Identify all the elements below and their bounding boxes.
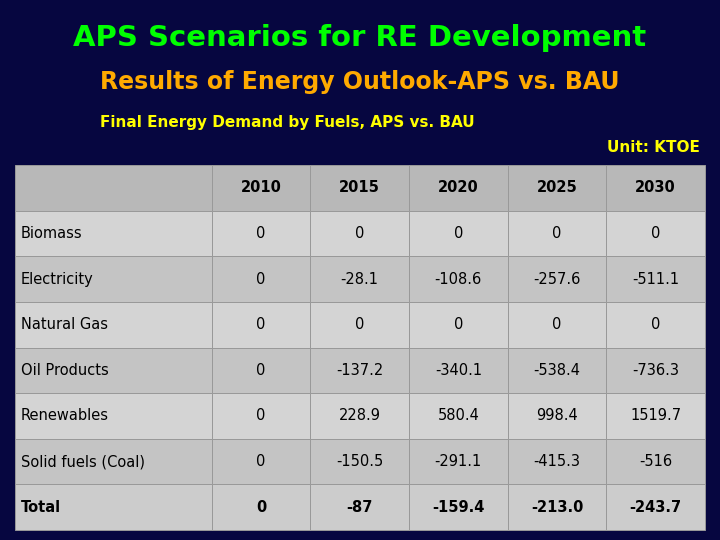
Text: 0: 0	[256, 226, 266, 241]
Text: -291.1: -291.1	[435, 454, 482, 469]
Text: -150.5: -150.5	[336, 454, 383, 469]
Text: 580.4: 580.4	[437, 408, 480, 423]
Text: Natural Gas: Natural Gas	[21, 317, 108, 332]
Text: 0: 0	[256, 408, 266, 423]
Text: -511.1: -511.1	[632, 272, 679, 287]
Text: 0: 0	[651, 226, 660, 241]
Bar	[15, 438, 212, 484]
Text: -257.6: -257.6	[534, 272, 581, 287]
Text: 0: 0	[355, 226, 364, 241]
Text: 998.4: 998.4	[536, 408, 578, 423]
Text: 0: 0	[256, 500, 266, 515]
Text: 2020: 2020	[438, 180, 479, 195]
Bar	[508, 165, 606, 211]
Text: -28.1: -28.1	[341, 272, 379, 287]
Bar	[508, 348, 606, 393]
Text: 0: 0	[256, 317, 266, 332]
Text: 1519.7: 1519.7	[630, 408, 681, 423]
Text: -243.7: -243.7	[629, 500, 682, 515]
Text: Renewables: Renewables	[21, 408, 109, 423]
Bar	[15, 393, 212, 438]
Text: Final Energy Demand by Fuels, APS vs. BAU: Final Energy Demand by Fuels, APS vs. BA…	[100, 116, 474, 131]
Text: 0: 0	[256, 272, 266, 287]
Bar	[409, 438, 508, 484]
Bar	[606, 348, 705, 393]
Bar	[15, 302, 212, 348]
Text: Results of Energy Outlook-APS vs. BAU: Results of Energy Outlook-APS vs. BAU	[100, 70, 620, 94]
Text: -213.0: -213.0	[531, 500, 583, 515]
Bar	[409, 256, 508, 302]
Text: 0: 0	[454, 317, 463, 332]
Bar	[212, 484, 310, 530]
Bar	[212, 302, 310, 348]
Bar	[310, 211, 409, 256]
Bar	[310, 348, 409, 393]
Text: 228.9: 228.9	[338, 408, 381, 423]
Bar	[606, 165, 705, 211]
Bar	[409, 484, 508, 530]
Bar	[212, 348, 310, 393]
Text: -340.1: -340.1	[435, 363, 482, 378]
Text: 0: 0	[256, 363, 266, 378]
Bar	[508, 256, 606, 302]
Text: 2015: 2015	[339, 180, 380, 195]
Text: 0: 0	[552, 317, 562, 332]
Text: -736.3: -736.3	[632, 363, 679, 378]
Text: -516: -516	[639, 454, 672, 469]
Bar	[212, 211, 310, 256]
Text: -159.4: -159.4	[432, 500, 485, 515]
Bar	[606, 256, 705, 302]
Text: -87: -87	[346, 500, 373, 515]
Bar	[15, 256, 212, 302]
Text: 2010: 2010	[240, 180, 282, 195]
Bar	[409, 302, 508, 348]
Bar	[212, 256, 310, 302]
Bar	[508, 302, 606, 348]
Text: 0: 0	[355, 317, 364, 332]
Text: 2025: 2025	[536, 180, 577, 195]
Bar	[310, 302, 409, 348]
Bar	[310, 165, 409, 211]
Bar	[508, 484, 606, 530]
Bar	[508, 438, 606, 484]
Bar	[15, 211, 212, 256]
Bar	[409, 348, 508, 393]
Text: Electricity: Electricity	[21, 272, 94, 287]
Bar	[15, 484, 212, 530]
Text: -538.4: -538.4	[534, 363, 580, 378]
Bar	[212, 165, 310, 211]
Bar	[212, 438, 310, 484]
Bar	[15, 165, 212, 211]
Text: 2030: 2030	[635, 180, 676, 195]
Bar	[310, 393, 409, 438]
Bar	[508, 211, 606, 256]
Text: -415.3: -415.3	[534, 454, 580, 469]
Bar	[212, 393, 310, 438]
Bar	[606, 302, 705, 348]
Text: Total: Total	[21, 500, 61, 515]
Bar	[606, 211, 705, 256]
Bar	[606, 393, 705, 438]
Bar	[409, 165, 508, 211]
Text: -137.2: -137.2	[336, 363, 383, 378]
Text: Oil Products: Oil Products	[21, 363, 109, 378]
Bar	[15, 348, 212, 393]
Text: APS Scenarios for RE Development: APS Scenarios for RE Development	[73, 24, 647, 52]
Bar	[606, 484, 705, 530]
Text: Solid fuels (Coal): Solid fuels (Coal)	[21, 454, 145, 469]
Bar	[409, 393, 508, 438]
Text: 0: 0	[552, 226, 562, 241]
Text: 0: 0	[454, 226, 463, 241]
Bar	[409, 211, 508, 256]
Bar	[310, 256, 409, 302]
Text: Biomass: Biomass	[21, 226, 83, 241]
Text: -108.6: -108.6	[435, 272, 482, 287]
Bar	[508, 393, 606, 438]
Bar	[310, 484, 409, 530]
Text: 0: 0	[651, 317, 660, 332]
Text: Unit: KTOE: Unit: KTOE	[607, 140, 700, 156]
Text: 0: 0	[256, 454, 266, 469]
Bar	[310, 438, 409, 484]
Bar	[606, 438, 705, 484]
